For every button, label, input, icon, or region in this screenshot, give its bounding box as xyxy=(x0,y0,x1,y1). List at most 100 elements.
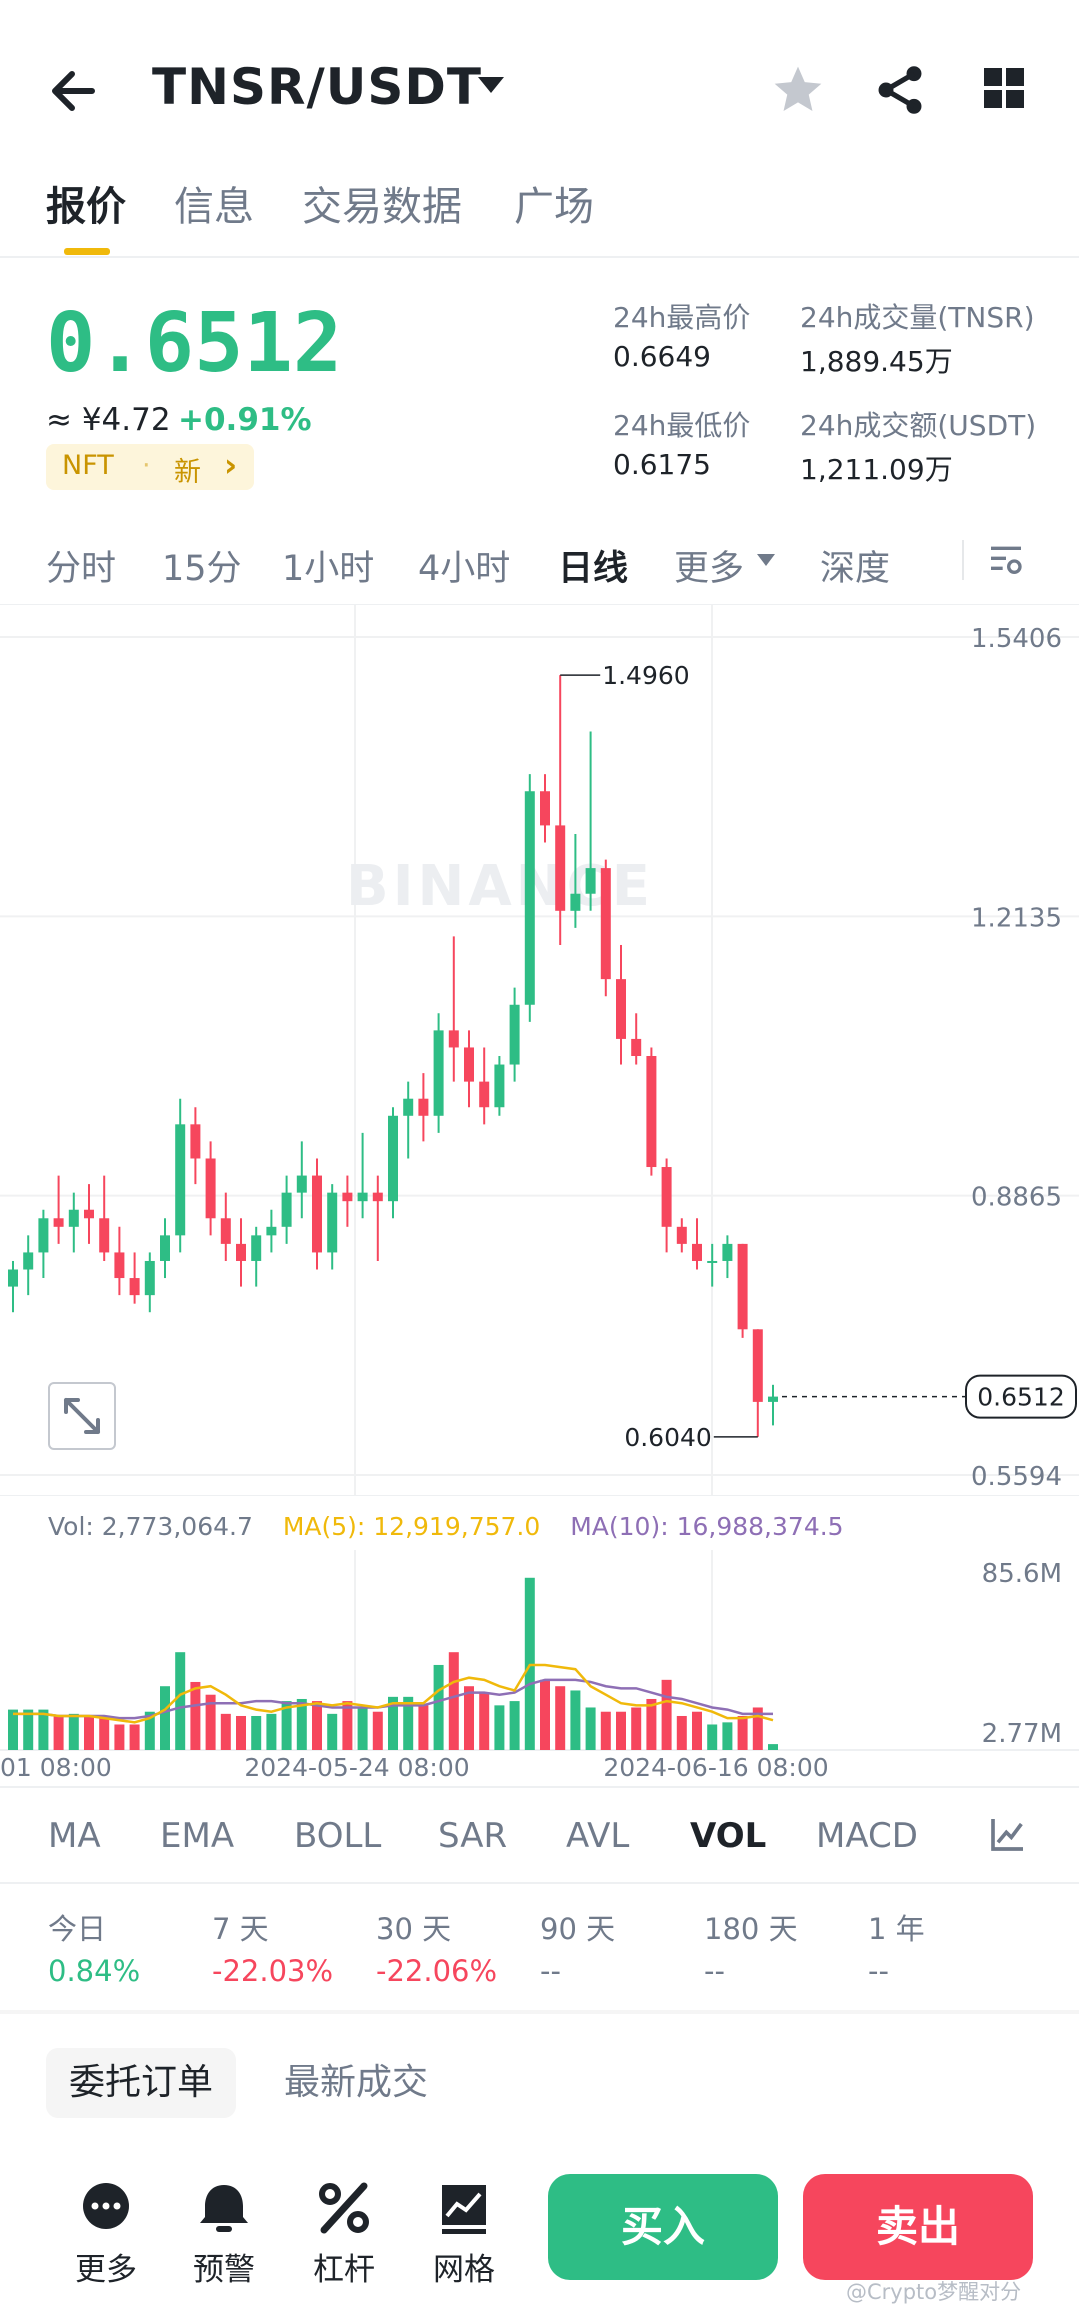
timeframe-more[interactable]: 更多 xyxy=(674,549,745,589)
candlestick-chart[interactable]: BINANCE 1.5406 1.2135 0.8865 0.5594 1.4960 0.6… xyxy=(0,605,1079,1495)
chart-watermark: BINANCE xyxy=(346,854,654,919)
x-axis-label: 2024-05-24 08:00 xyxy=(244,1753,469,1780)
candle xyxy=(220,1218,231,1244)
candle xyxy=(692,1243,702,1261)
indicator-ma[interactable]: MA xyxy=(48,1816,101,1856)
candle xyxy=(676,1226,687,1244)
volume-bar xyxy=(479,1692,490,1750)
period-value: -- xyxy=(704,1954,725,1988)
buy-button[interactable]: 买入 xyxy=(548,2174,778,2280)
timeframe-15m[interactable]: 15分 xyxy=(162,549,242,589)
tab-latest-trades[interactable]: 最新成交 xyxy=(284,2062,429,2103)
expand-icon xyxy=(64,1398,100,1434)
pair-title[interactable]: TNSR/USDT xyxy=(152,58,482,116)
tag-new: 新 xyxy=(174,457,201,488)
tab-square[interactable]: 广场 xyxy=(514,184,594,230)
high-marker-label: 1.4960 xyxy=(602,661,689,690)
amount-value: 1,211.09万 xyxy=(800,453,953,486)
candle xyxy=(752,1329,763,1402)
volume-bar xyxy=(342,1701,353,1750)
grid-icon xyxy=(984,68,1024,108)
volume-bar xyxy=(661,1679,672,1750)
candle xyxy=(23,1252,34,1270)
active-tab-indicator xyxy=(64,248,110,255)
indicator-ema[interactable]: EMA xyxy=(160,1816,235,1856)
amount-label: 24h成交额(USDT) xyxy=(800,409,1037,442)
alert-button[interactable]: 预警 xyxy=(174,2182,274,2288)
leverage-label: 杠杆 xyxy=(313,2252,375,2288)
chart-divider xyxy=(962,540,964,580)
volume-bar xyxy=(768,1744,778,1750)
candle xyxy=(327,1192,338,1253)
pair-dropdown-button[interactable] xyxy=(476,74,506,98)
candle xyxy=(372,1192,383,1202)
volume-bar xyxy=(509,1701,520,1750)
indicator-boll[interactable]: BOLL xyxy=(294,1816,382,1856)
high-label: 24h最高价 xyxy=(613,301,751,334)
timeframe-1h[interactable]: 1小时 xyxy=(282,549,375,589)
volume-bar xyxy=(448,1652,459,1750)
expand-chart-button[interactable] xyxy=(48,1382,116,1450)
volume-bar xyxy=(38,1709,49,1750)
volume-bar xyxy=(692,1711,702,1750)
candle xyxy=(524,791,535,1005)
grid-trading-button[interactable]: 网格 xyxy=(414,2182,514,2288)
candle xyxy=(144,1260,155,1296)
x-axis-label: 2024-06-16 08:00 xyxy=(603,1753,828,1780)
ma10-value-label: MA(10): 16,988,374.5 xyxy=(570,1512,844,1541)
volume-bar xyxy=(616,1711,626,1750)
periods-top-divider xyxy=(0,1882,1079,1884)
leverage-button[interactable]: 杠杆 xyxy=(294,2182,394,2288)
volume-bar xyxy=(388,1696,398,1750)
tab-info[interactable]: 信息 xyxy=(174,184,254,230)
timeframe-line[interactable]: 分时 xyxy=(46,549,117,589)
volume-y-min-label: 2.77M xyxy=(982,1719,1062,1749)
candle xyxy=(448,1030,459,1048)
period-label: 180 天 xyxy=(704,1912,798,1946)
sell-button[interactable]: 卖出 xyxy=(803,2174,1033,2280)
volume-bar xyxy=(129,1724,140,1750)
timeframe-1d[interactable]: 日线 xyxy=(558,549,629,589)
candle xyxy=(661,1167,672,1227)
timeframe-4h[interactable]: 4小时 xyxy=(418,549,511,589)
candle xyxy=(296,1175,307,1193)
volume-bar xyxy=(494,1705,505,1750)
candle xyxy=(494,1064,505,1108)
candle xyxy=(464,1047,474,1082)
volume-bar xyxy=(540,1679,550,1750)
volume-bar xyxy=(68,1713,79,1750)
indicator-vol[interactable]: VOL xyxy=(690,1816,767,1856)
tab-quote[interactable]: 报价 xyxy=(46,184,126,230)
volume-bar xyxy=(190,1681,201,1750)
back-button[interactable] xyxy=(44,60,106,122)
chart-settings-icon[interactable] xyxy=(986,540,1026,580)
candle xyxy=(631,1038,642,1056)
volume-bar xyxy=(53,1715,64,1750)
candle xyxy=(388,1115,398,1202)
favorite-button[interactable] xyxy=(770,62,826,118)
candle xyxy=(342,1192,353,1202)
y-axis-label: 1.2135 xyxy=(971,903,1062,933)
timeframe-depth[interactable]: 深度 xyxy=(820,549,891,589)
vol-value-label: Vol: 2,773,064.7 xyxy=(48,1512,253,1541)
layout-grid-button[interactable] xyxy=(980,64,1028,112)
candle xyxy=(509,1004,520,1065)
ma5-value-label: MA(5): 12,919,757.0 xyxy=(282,1512,541,1541)
low-label: 24h最低价 xyxy=(613,409,751,442)
period-value: -- xyxy=(868,1954,889,1988)
ma10-line xyxy=(13,1678,773,1720)
candle xyxy=(570,893,581,911)
nft-tag[interactable]: NFT · 新 › xyxy=(46,444,254,490)
tab-open-orders[interactable]: 委托订单 xyxy=(46,2048,236,2118)
indicator-sar[interactable]: SAR xyxy=(438,1816,508,1856)
tab-trading-data[interactable]: 交易数据 xyxy=(302,184,462,230)
indicator-avl[interactable]: AVL xyxy=(566,1816,630,1856)
volume-bar xyxy=(205,1694,216,1750)
period-value: 0.84% xyxy=(48,1954,141,1988)
indicator-macd[interactable]: MACD xyxy=(816,1816,918,1856)
indicator-settings-icon[interactable] xyxy=(988,1814,1028,1854)
more-button[interactable]: 更多 xyxy=(56,2182,156,2288)
volume-bar xyxy=(160,1686,170,1750)
share-button[interactable] xyxy=(872,62,928,118)
volume-chart[interactable]: 85.6M 2.77M 01 08:00 2024-05-24 08:00 2024-0… xyxy=(0,1550,1079,1780)
